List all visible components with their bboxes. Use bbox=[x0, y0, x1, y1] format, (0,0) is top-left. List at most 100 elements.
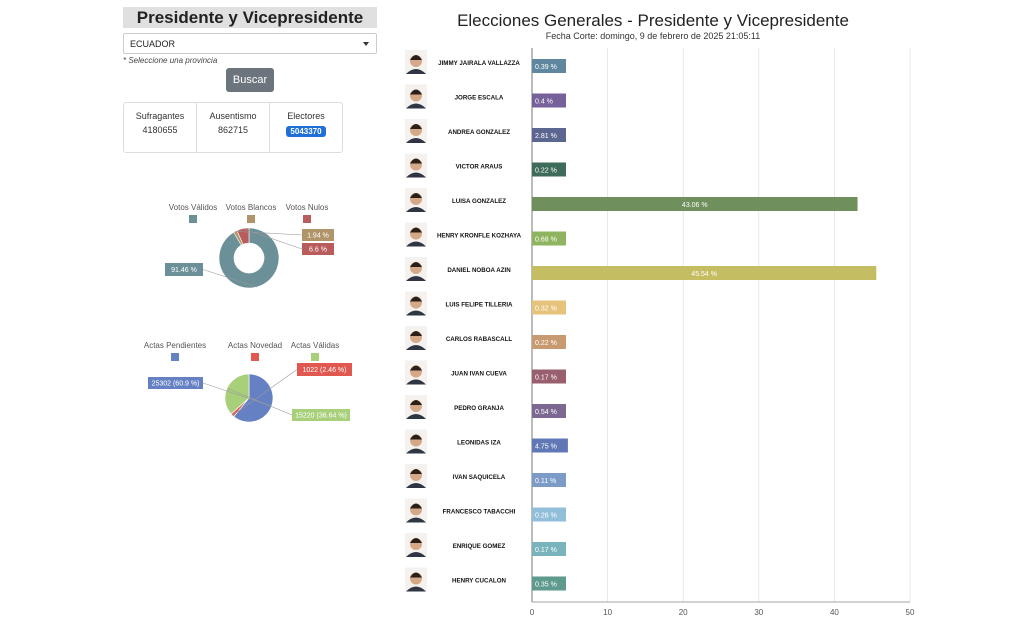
stat-label: Ausentismo bbox=[209, 111, 257, 121]
candidate-photo bbox=[405, 188, 427, 212]
select-hint: * Seleccione una provincia bbox=[123, 56, 218, 65]
photo-shoulders bbox=[406, 69, 426, 74]
province-select[interactable]: ECUADOR bbox=[123, 33, 377, 54]
candidate-photo bbox=[405, 291, 427, 316]
photo-shoulders bbox=[406, 483, 426, 488]
bar-value-label: 0.26 % bbox=[535, 513, 557, 520]
photo-shoulders bbox=[406, 379, 426, 385]
bar-value-label: 45.54 % bbox=[691, 271, 717, 278]
candidate-name: JUAN IVAN CUEVA bbox=[451, 371, 507, 378]
legend-label: Votos Blancos bbox=[226, 203, 277, 212]
photo-hair bbox=[410, 193, 422, 198]
candidate-name: FRANCESCO TABACCHI bbox=[443, 509, 516, 516]
x-tick-label: 30 bbox=[754, 608, 763, 617]
bar-value-label: 0.4 % bbox=[535, 99, 553, 106]
leader-line bbox=[202, 269, 258, 288]
photo-hair bbox=[410, 124, 422, 129]
pie-label: 15220 (36.64 %) bbox=[295, 413, 347, 420]
photo-hair bbox=[410, 365, 422, 371]
bar bbox=[532, 197, 858, 211]
pie-label-box bbox=[165, 263, 203, 276]
legend-swatch bbox=[311, 353, 319, 361]
pie-slice bbox=[218, 227, 280, 289]
bar bbox=[532, 473, 566, 487]
legend-swatch bbox=[247, 215, 255, 223]
bar-value-label: 0.32 % bbox=[535, 306, 557, 313]
stat-label: Sufragantes bbox=[135, 111, 185, 121]
photo-hair bbox=[410, 158, 422, 164]
bar bbox=[532, 542, 566, 556]
bar bbox=[532, 404, 566, 418]
legend-label: Actas Novedad bbox=[228, 341, 282, 350]
province-select-value: ECUADOR bbox=[130, 39, 176, 49]
page-title: Presidente y Vicepresidente bbox=[123, 7, 377, 28]
photo-shoulders bbox=[406, 172, 426, 178]
x-tick-label: 40 bbox=[830, 608, 839, 617]
candidate-photo bbox=[405, 395, 427, 419]
leader-line bbox=[226, 387, 293, 416]
photo-hair bbox=[410, 400, 422, 405]
actas-pie-chart: Actas Pendientes Actas Novedad Actas Válid… bbox=[144, 341, 352, 423]
candidate-name: JIMMY JAIRALA VALLAZZA bbox=[438, 60, 520, 67]
x-tick-label: 10 bbox=[603, 608, 612, 617]
pie-label: 25302 (60.9 %) bbox=[152, 381, 200, 388]
legend-swatch bbox=[303, 215, 311, 223]
photo-hair bbox=[410, 469, 422, 474]
photo-shoulders bbox=[406, 345, 426, 350]
pie-label: 6.6 % bbox=[309, 247, 327, 254]
legend-label: Votos Nulos bbox=[286, 203, 329, 212]
candidate-photo bbox=[405, 326, 427, 350]
leader-line bbox=[202, 382, 272, 407]
pie-label-box bbox=[302, 243, 334, 255]
bar bbox=[532, 128, 566, 142]
photo-shoulders bbox=[406, 552, 426, 557]
photo-hair bbox=[410, 331, 422, 336]
bar bbox=[532, 162, 566, 177]
pie-label-box bbox=[292, 409, 350, 421]
bar-value-label: 0.68 % bbox=[535, 237, 557, 244]
bar bbox=[532, 93, 566, 108]
chevron-down-icon bbox=[363, 42, 369, 46]
photo-shoulders bbox=[406, 138, 426, 143]
candidate-photo bbox=[405, 567, 427, 592]
candidate-photo bbox=[405, 84, 427, 109]
candidate-name: CARLOS RABASCALL bbox=[446, 336, 513, 343]
bar-value-label: 43.06 % bbox=[682, 202, 708, 209]
bar-value-label: 0.22 % bbox=[535, 340, 557, 347]
candidate-name: ANDREA GONZALEZ bbox=[448, 129, 510, 136]
photo-hair bbox=[410, 227, 422, 233]
pie-label: 1.94 % bbox=[307, 233, 329, 240]
bar-value-label: 0.17 % bbox=[535, 375, 557, 382]
pie-label-box bbox=[302, 229, 334, 241]
candidate-photo bbox=[405, 464, 427, 488]
candidate-photo bbox=[405, 429, 427, 454]
bar bbox=[532, 231, 566, 246]
candidate-photo bbox=[405, 360, 427, 385]
legend-swatch bbox=[251, 353, 259, 361]
bar bbox=[532, 438, 568, 453]
photo-hair bbox=[410, 89, 422, 95]
candidate-photo bbox=[405, 50, 427, 74]
stat-electores: Electores 5043370 bbox=[270, 103, 342, 152]
leader-line bbox=[235, 231, 303, 236]
legend-swatch bbox=[171, 353, 179, 361]
bar bbox=[532, 369, 566, 384]
candidate-name: IVAN SAQUICELA bbox=[453, 474, 506, 481]
electores-badge: 5043370 bbox=[286, 126, 326, 137]
search-button[interactable]: Buscar bbox=[226, 68, 274, 92]
photo-shoulders bbox=[406, 241, 426, 247]
candidate-photo bbox=[405, 498, 427, 523]
bar bbox=[532, 576, 566, 591]
photo-shoulders bbox=[406, 276, 426, 281]
candidate-name: DANIEL NOBOA AZIN bbox=[447, 267, 511, 274]
pie-label-box bbox=[148, 377, 203, 389]
bar-value-label: 0.39 % bbox=[535, 64, 557, 71]
candidates-bar-chart: 0 10 20 30 40 50 JIMMY JAIRALA VALLAZZA 0.39 % J… bbox=[405, 48, 915, 617]
candidate-name: LUIS FELIPE TILLERIA bbox=[445, 302, 513, 309]
candidate-photo bbox=[405, 153, 427, 178]
pie-label: 91.46 % bbox=[171, 267, 197, 274]
bar bbox=[532, 300, 566, 315]
leader-line bbox=[242, 228, 303, 250]
photo-shoulders bbox=[406, 414, 426, 419]
pie-label-box bbox=[297, 363, 352, 376]
